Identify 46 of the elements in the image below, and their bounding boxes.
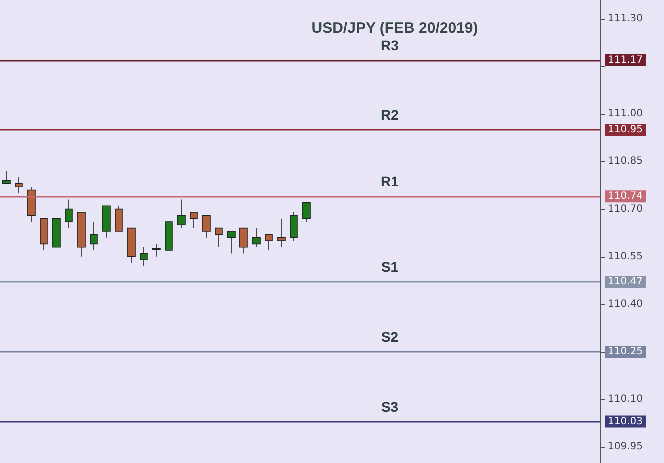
candlestick [140, 246, 148, 267]
candlestick [290, 212, 298, 242]
candlestick [77, 212, 86, 258]
candlestick [90, 222, 98, 251]
y-tick-label: 110.40 [608, 298, 643, 310]
ref-line-label: 110.25 [608, 346, 643, 358]
candlestick [65, 199, 73, 229]
candlestick [302, 202, 311, 222]
candlestick [202, 215, 211, 238]
annotation: S1 [381, 259, 399, 276]
candlestick [115, 206, 123, 232]
text: USD/JPY (FEB 20/2019) [312, 20, 478, 37]
annotation: S2 [381, 329, 399, 346]
candlestick [190, 212, 198, 229]
ref-line-label: 111.17 [608, 54, 643, 66]
candlestick [215, 228, 223, 248]
annotation: R3 [381, 37, 400, 54]
y-tick-label: 111.30 [608, 14, 643, 25]
y-tick-label: 110.10 [608, 394, 643, 406]
candlestick [52, 218, 61, 248]
candlestick [252, 228, 261, 248]
y-tick-label: 110.85 [608, 156, 643, 168]
candlestick [277, 218, 286, 248]
candlestick [40, 218, 48, 251]
ref-line-label: 110.95 [608, 124, 643, 136]
candlestick [165, 222, 173, 251]
ref-line-label: 110.47 [608, 276, 643, 288]
annotation: R2 [381, 107, 400, 124]
ref-line-label: 110.74 [608, 191, 643, 202]
ref-line-label: 110.03 [608, 416, 643, 428]
y-tick-label: 111.00 [608, 108, 643, 120]
annotation: S3 [381, 398, 399, 415]
candlestick [15, 177, 23, 194]
candlestick [152, 244, 161, 258]
annotation: R1 [381, 174, 400, 190]
y-tick-label: 109.95 [608, 442, 643, 453]
y-tick-label: 110.55 [608, 251, 643, 262]
candlestick [177, 199, 186, 229]
y-tick-label: 110.70 [608, 204, 643, 215]
candlestick [27, 186, 36, 222]
candlestick [127, 228, 136, 264]
candlestick [102, 206, 111, 238]
candlestick [239, 228, 248, 254]
candlestick [2, 170, 11, 184]
candlestick [227, 231, 236, 254]
candlestick [265, 234, 273, 251]
